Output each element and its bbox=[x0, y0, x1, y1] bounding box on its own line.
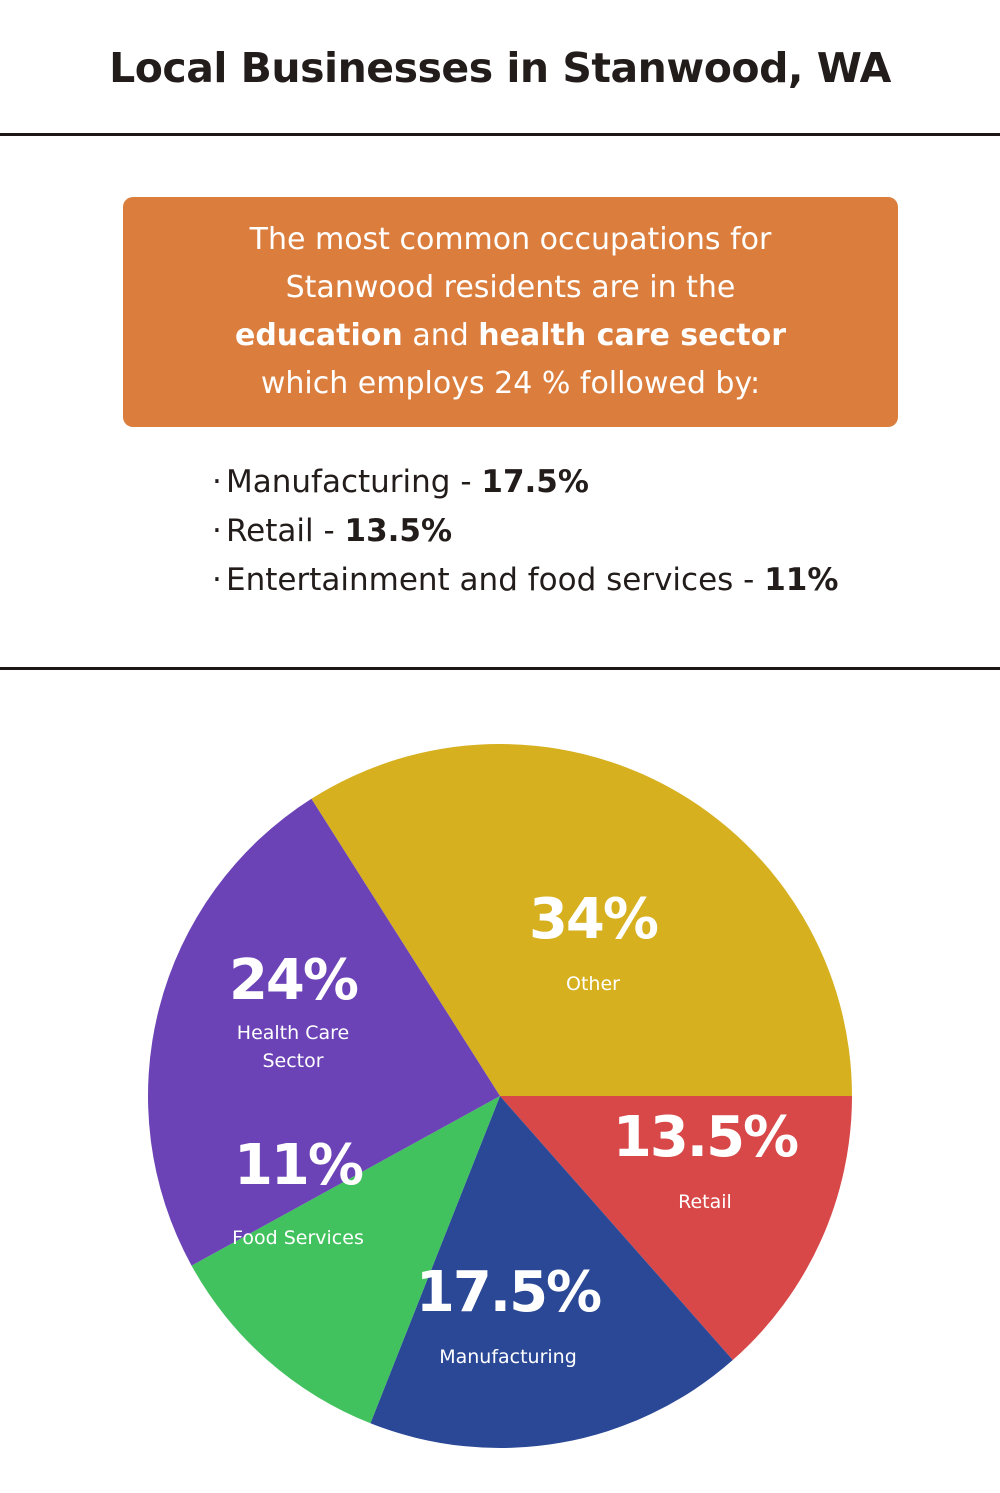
slice-value-manufacturing: 17.5% bbox=[416, 1260, 601, 1325]
callout-line-4: which employs 24 % followed by: bbox=[260, 366, 761, 401]
slice-label-health: Health Care bbox=[237, 1022, 349, 1044]
bullet-icon: · bbox=[212, 562, 222, 598]
pie-slice-other bbox=[311, 744, 852, 1097]
slice-label-health: Sector bbox=[262, 1050, 323, 1072]
slice-label-retail: Retail bbox=[678, 1191, 732, 1213]
callout-bold-education: education bbox=[234, 318, 403, 353]
bullet-icon: · bbox=[212, 464, 222, 500]
pie-chart: 34% Other 13.5% Retail 17.5% Manufacturing 11%… bbox=[148, 744, 852, 1448]
bottom-divider bbox=[0, 667, 1000, 670]
occupation-list: · Manufacturing - 17.5% · Retail - 13.5% ·… bbox=[212, 458, 838, 605]
callout-line-1: The most common occupations for bbox=[249, 222, 772, 257]
list-item: · Entertainment and food services - 11% bbox=[212, 556, 838, 605]
list-item-value: 11% bbox=[764, 562, 839, 598]
list-item: · Retail - 13.5% bbox=[212, 507, 838, 556]
slice-value-health: 24% bbox=[229, 948, 358, 1013]
callout-bold-health: health care sector bbox=[478, 318, 787, 353]
pie-slice-food bbox=[191, 1096, 500, 1424]
callout-line-2: Stanwood residents are in the bbox=[285, 270, 736, 305]
pie-slice-manufacturing bbox=[370, 1096, 733, 1448]
summary-callout: The most common occupations for Stanwood… bbox=[123, 197, 898, 427]
list-item-value: 17.5% bbox=[481, 464, 589, 500]
callout-connector: and bbox=[402, 318, 479, 353]
list-item-value: 13.5% bbox=[344, 513, 453, 549]
slice-value-food: 11% bbox=[234, 1133, 363, 1198]
slice-value-other: 34% bbox=[529, 887, 658, 952]
list-item: · Manufacturing - 17.5% bbox=[212, 458, 838, 507]
bullet-icon: · bbox=[212, 513, 222, 549]
list-item-label: Manufacturing - bbox=[226, 464, 482, 500]
list-item-label: Entertainment and food services - bbox=[226, 562, 765, 598]
slice-value-retail: 13.5% bbox=[613, 1105, 798, 1170]
list-item-label: Retail - bbox=[226, 513, 345, 549]
slice-label-other: Other bbox=[566, 973, 620, 995]
slice-label-manufacturing: Manufacturing bbox=[439, 1346, 577, 1368]
callout-line-3: education and health care sector bbox=[235, 312, 786, 360]
page-title: Local Businesses in Stanwood, WA bbox=[109, 44, 891, 92]
pie-slice-health bbox=[148, 798, 500, 1266]
pie-slice-retail bbox=[500, 1096, 852, 1361]
top-divider bbox=[0, 133, 1000, 136]
slice-label-food: Food Services bbox=[232, 1227, 364, 1249]
